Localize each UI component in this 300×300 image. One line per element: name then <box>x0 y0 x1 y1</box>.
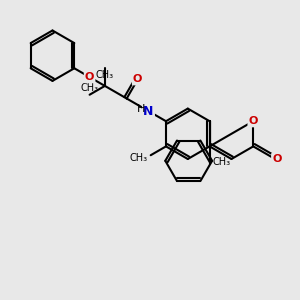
Text: H: H <box>137 104 146 114</box>
Text: O: O <box>249 116 258 126</box>
Text: N: N <box>143 105 154 118</box>
Text: O: O <box>85 72 94 82</box>
Text: CH₃: CH₃ <box>96 70 114 80</box>
Text: CH₃: CH₃ <box>80 83 99 93</box>
Text: O: O <box>272 154 282 164</box>
Text: CH₃: CH₃ <box>130 153 148 163</box>
Text: CH₃: CH₃ <box>212 157 230 167</box>
Text: O: O <box>133 74 142 84</box>
